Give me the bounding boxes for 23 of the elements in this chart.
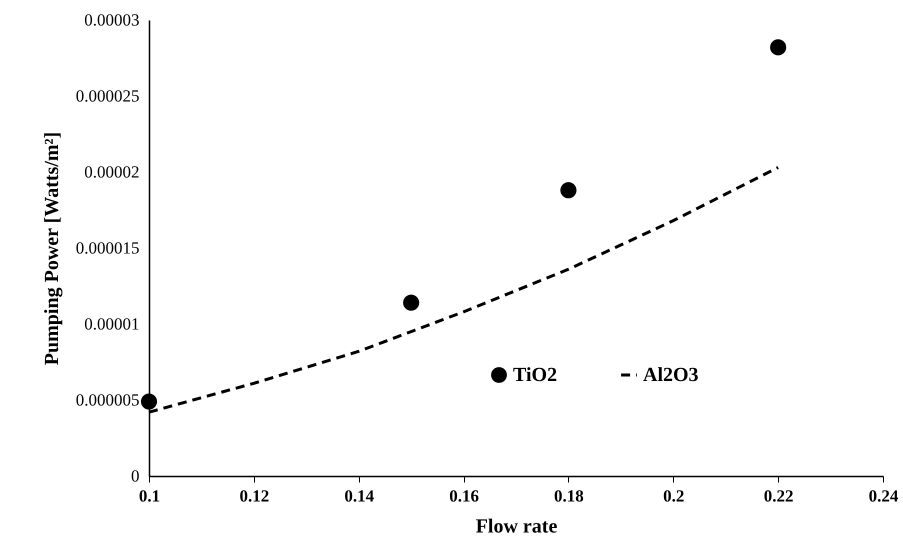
x-axis-title: Flow rate	[476, 516, 558, 538]
point	[560, 182, 576, 198]
legend-label: TiO2	[513, 364, 558, 386]
x-tick-label: 0.14	[344, 486, 375, 506]
y-tick-label: 0.00003	[84, 10, 140, 30]
point	[140, 393, 158, 410]
y-tick-label: 0.000025	[76, 86, 140, 106]
x-tick-label: 0.12	[239, 486, 270, 506]
y-tick-label: 0	[131, 466, 140, 486]
y-tick-label: 0.000015	[76, 238, 140, 258]
y-tick-label: 0.00001	[84, 314, 140, 334]
x-tick-label: 0.18	[554, 486, 584, 506]
y-axis-title: Pumping Power [Watts/m²]	[40, 132, 63, 366]
x-tick-label: 0.22	[764, 486, 794, 506]
x-tick-label: 0.1	[138, 486, 160, 506]
point	[770, 39, 786, 56]
y-tick-label: 0.000005	[76, 390, 140, 410]
point	[403, 294, 420, 311]
x-tick-label: 0.16	[449, 486, 479, 506]
y-tick-label: 0.00002	[84, 162, 140, 182]
legend-label: Al2O3	[643, 364, 699, 386]
x-tick-label: 0.2	[663, 486, 684, 506]
x-tick-label: 0.24	[868, 486, 899, 506]
